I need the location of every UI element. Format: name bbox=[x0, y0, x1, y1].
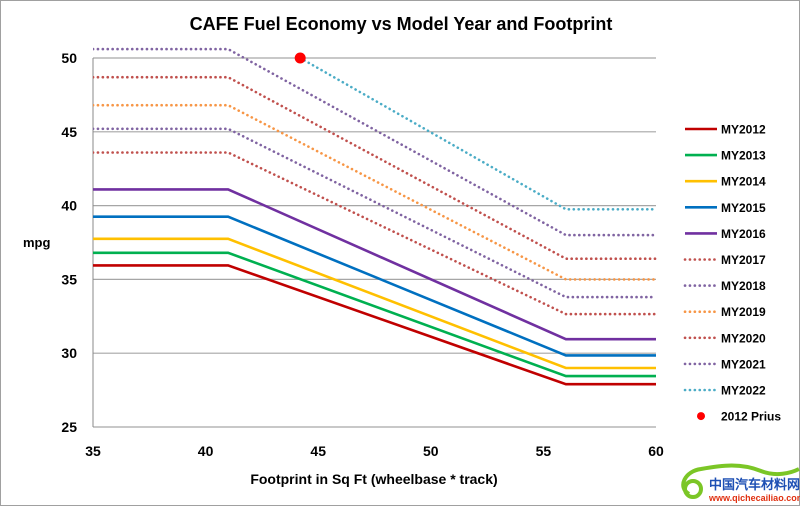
y-tick-labels: 25 30 35 40 45 50 bbox=[61, 50, 77, 435]
x-tick-label: 60 bbox=[648, 443, 664, 459]
legend-label: MY2017 bbox=[721, 253, 766, 267]
series-line-my2015 bbox=[93, 215, 656, 357]
legend-label: MY2018 bbox=[721, 279, 766, 293]
y-tick-label: 25 bbox=[61, 419, 77, 435]
x-tick-label: 50 bbox=[423, 443, 439, 459]
watermark-url: www.qichecailiao.com bbox=[708, 493, 800, 503]
series-line-my2014 bbox=[93, 237, 656, 370]
points-group bbox=[294, 52, 306, 64]
y-tick-label: 50 bbox=[61, 50, 77, 66]
x-tick-label: 55 bbox=[536, 443, 552, 459]
series-line-my2022 bbox=[298, 56, 657, 211]
series-line-my2021 bbox=[93, 47, 657, 237]
legend-label: MY2013 bbox=[721, 149, 766, 163]
legend-label: MY2022 bbox=[721, 384, 766, 398]
series-line-my2017 bbox=[93, 151, 657, 316]
x-tick-label: 45 bbox=[310, 443, 326, 459]
series-line-my2018 bbox=[93, 127, 657, 299]
legend-label: MY2019 bbox=[721, 305, 766, 319]
series-line-my2016 bbox=[93, 188, 656, 341]
x-tick-labels: 35 40 45 50 55 60 bbox=[85, 443, 664, 459]
y-tick-label: 35 bbox=[61, 271, 77, 287]
y-tick-label: 45 bbox=[61, 124, 77, 140]
legend-label: MY2020 bbox=[721, 331, 766, 345]
x-tick-label: 40 bbox=[198, 443, 214, 459]
series-line-my2019 bbox=[93, 103, 657, 281]
legend-label: MY2015 bbox=[721, 201, 766, 215]
series-group bbox=[93, 47, 657, 386]
y-tick-label: 30 bbox=[61, 345, 77, 361]
watermark-logo: 中国汽车材料网 www.qichecailiao.com bbox=[681, 463, 800, 503]
y-axis-label: mpg bbox=[23, 235, 51, 250]
y-tick-label: 40 bbox=[61, 198, 77, 214]
legend-swatch bbox=[697, 412, 705, 421]
x-axis-label: Footprint in Sq Ft (wheelbase * track) bbox=[250, 471, 497, 487]
legend-label: MY2016 bbox=[721, 227, 766, 241]
series-line-my2013 bbox=[93, 251, 656, 378]
legend-label: MY2021 bbox=[721, 357, 766, 371]
x-tick-label: 35 bbox=[85, 443, 101, 459]
chart-title: CAFE Fuel Economy vs Model Year and Foot… bbox=[190, 14, 613, 34]
series-line-my2020 bbox=[93, 75, 657, 261]
gridlines bbox=[93, 57, 656, 428]
legend-label: MY2014 bbox=[721, 175, 766, 189]
legend-label: MY2012 bbox=[721, 123, 766, 137]
legend-label: 2012 Prius bbox=[721, 410, 781, 424]
data-point-prius bbox=[294, 52, 306, 64]
series-line-my2012 bbox=[93, 264, 656, 386]
legend: MY2012 MY2013 MY2014 MY2015 MY2016 MY2017 MY20… bbox=[683, 123, 781, 424]
watermark-text: 中国汽车材料网 bbox=[709, 477, 800, 492]
